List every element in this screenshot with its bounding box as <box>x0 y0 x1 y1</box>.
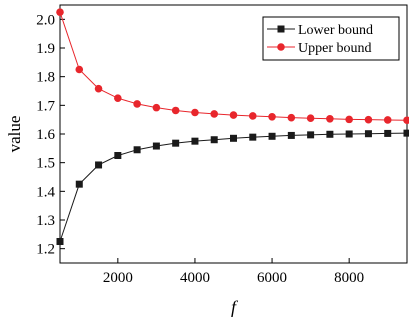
data-point <box>171 106 180 115</box>
data-point <box>133 100 141 108</box>
y-tick-label: 1.8 <box>36 70 55 86</box>
data-point <box>345 115 353 124</box>
x-axis-title: f <box>231 297 239 317</box>
data-point <box>268 113 276 121</box>
data-point <box>191 108 199 117</box>
legend-marker <box>277 43 285 51</box>
data-point <box>248 112 257 120</box>
data-point <box>56 8 64 16</box>
y-tick-label: 1.5 <box>36 156 55 172</box>
data-point <box>364 115 373 124</box>
data-point <box>94 84 103 93</box>
data-point <box>95 161 103 169</box>
data-point <box>249 133 257 141</box>
legend-label: Lower bound <box>298 23 373 38</box>
data-point <box>114 152 122 159</box>
y-tick-label: 1.2 <box>36 242 55 258</box>
y-tick-label: 1.9 <box>36 41 55 57</box>
data-point <box>306 114 315 123</box>
y-tick-label: 1.7 <box>36 98 55 114</box>
x-tick-label: 2000 <box>103 270 133 286</box>
series-upper-bound <box>56 8 409 125</box>
data-point <box>383 116 392 124</box>
data-point <box>229 111 238 119</box>
legend-marker <box>277 25 285 33</box>
data-point <box>152 103 161 112</box>
data-point <box>210 136 218 144</box>
data-point <box>307 131 315 139</box>
data-point <box>133 146 141 154</box>
data-point <box>287 113 296 122</box>
series-lower-bound <box>56 129 409 245</box>
x-tick-label: 4000 <box>180 270 210 286</box>
y-axis-title: value <box>5 116 24 153</box>
ticks: 2000 4000 6000 8000 1.2 1.3 1.4 1.5 1.6 1.7 1.8 1.9… <box>36 12 364 286</box>
data-point <box>403 116 409 125</box>
y-tick-label: 1.3 <box>36 213 55 229</box>
data-point <box>364 130 372 138</box>
y-tick-label: 1.6 <box>36 127 55 143</box>
data-point <box>268 132 276 140</box>
series-layer <box>56 8 409 245</box>
data-point <box>56 238 64 245</box>
data-point <box>326 130 334 138</box>
legend-label: Upper bound <box>298 41 372 56</box>
y-tick-label: 2.0 <box>36 12 55 28</box>
data-point <box>75 65 84 74</box>
legend-box <box>262 16 400 61</box>
data-point <box>191 137 199 145</box>
data-point <box>287 131 295 139</box>
data-point <box>75 180 83 188</box>
data-point <box>172 139 180 147</box>
x-tick-label: 6000 <box>257 270 287 286</box>
y-tick-label: 1.4 <box>36 184 55 200</box>
data-point <box>114 94 122 102</box>
data-point <box>403 129 409 137</box>
data-point <box>230 134 237 142</box>
legend: Lower bound Upper bound <box>262 16 400 61</box>
series-line <box>59 132 408 242</box>
data-point <box>384 129 392 137</box>
data-point <box>345 130 353 138</box>
data-point <box>210 110 219 118</box>
data-point <box>152 142 160 150</box>
data-point <box>326 115 334 123</box>
x-tick-label: 8000 <box>334 270 364 286</box>
